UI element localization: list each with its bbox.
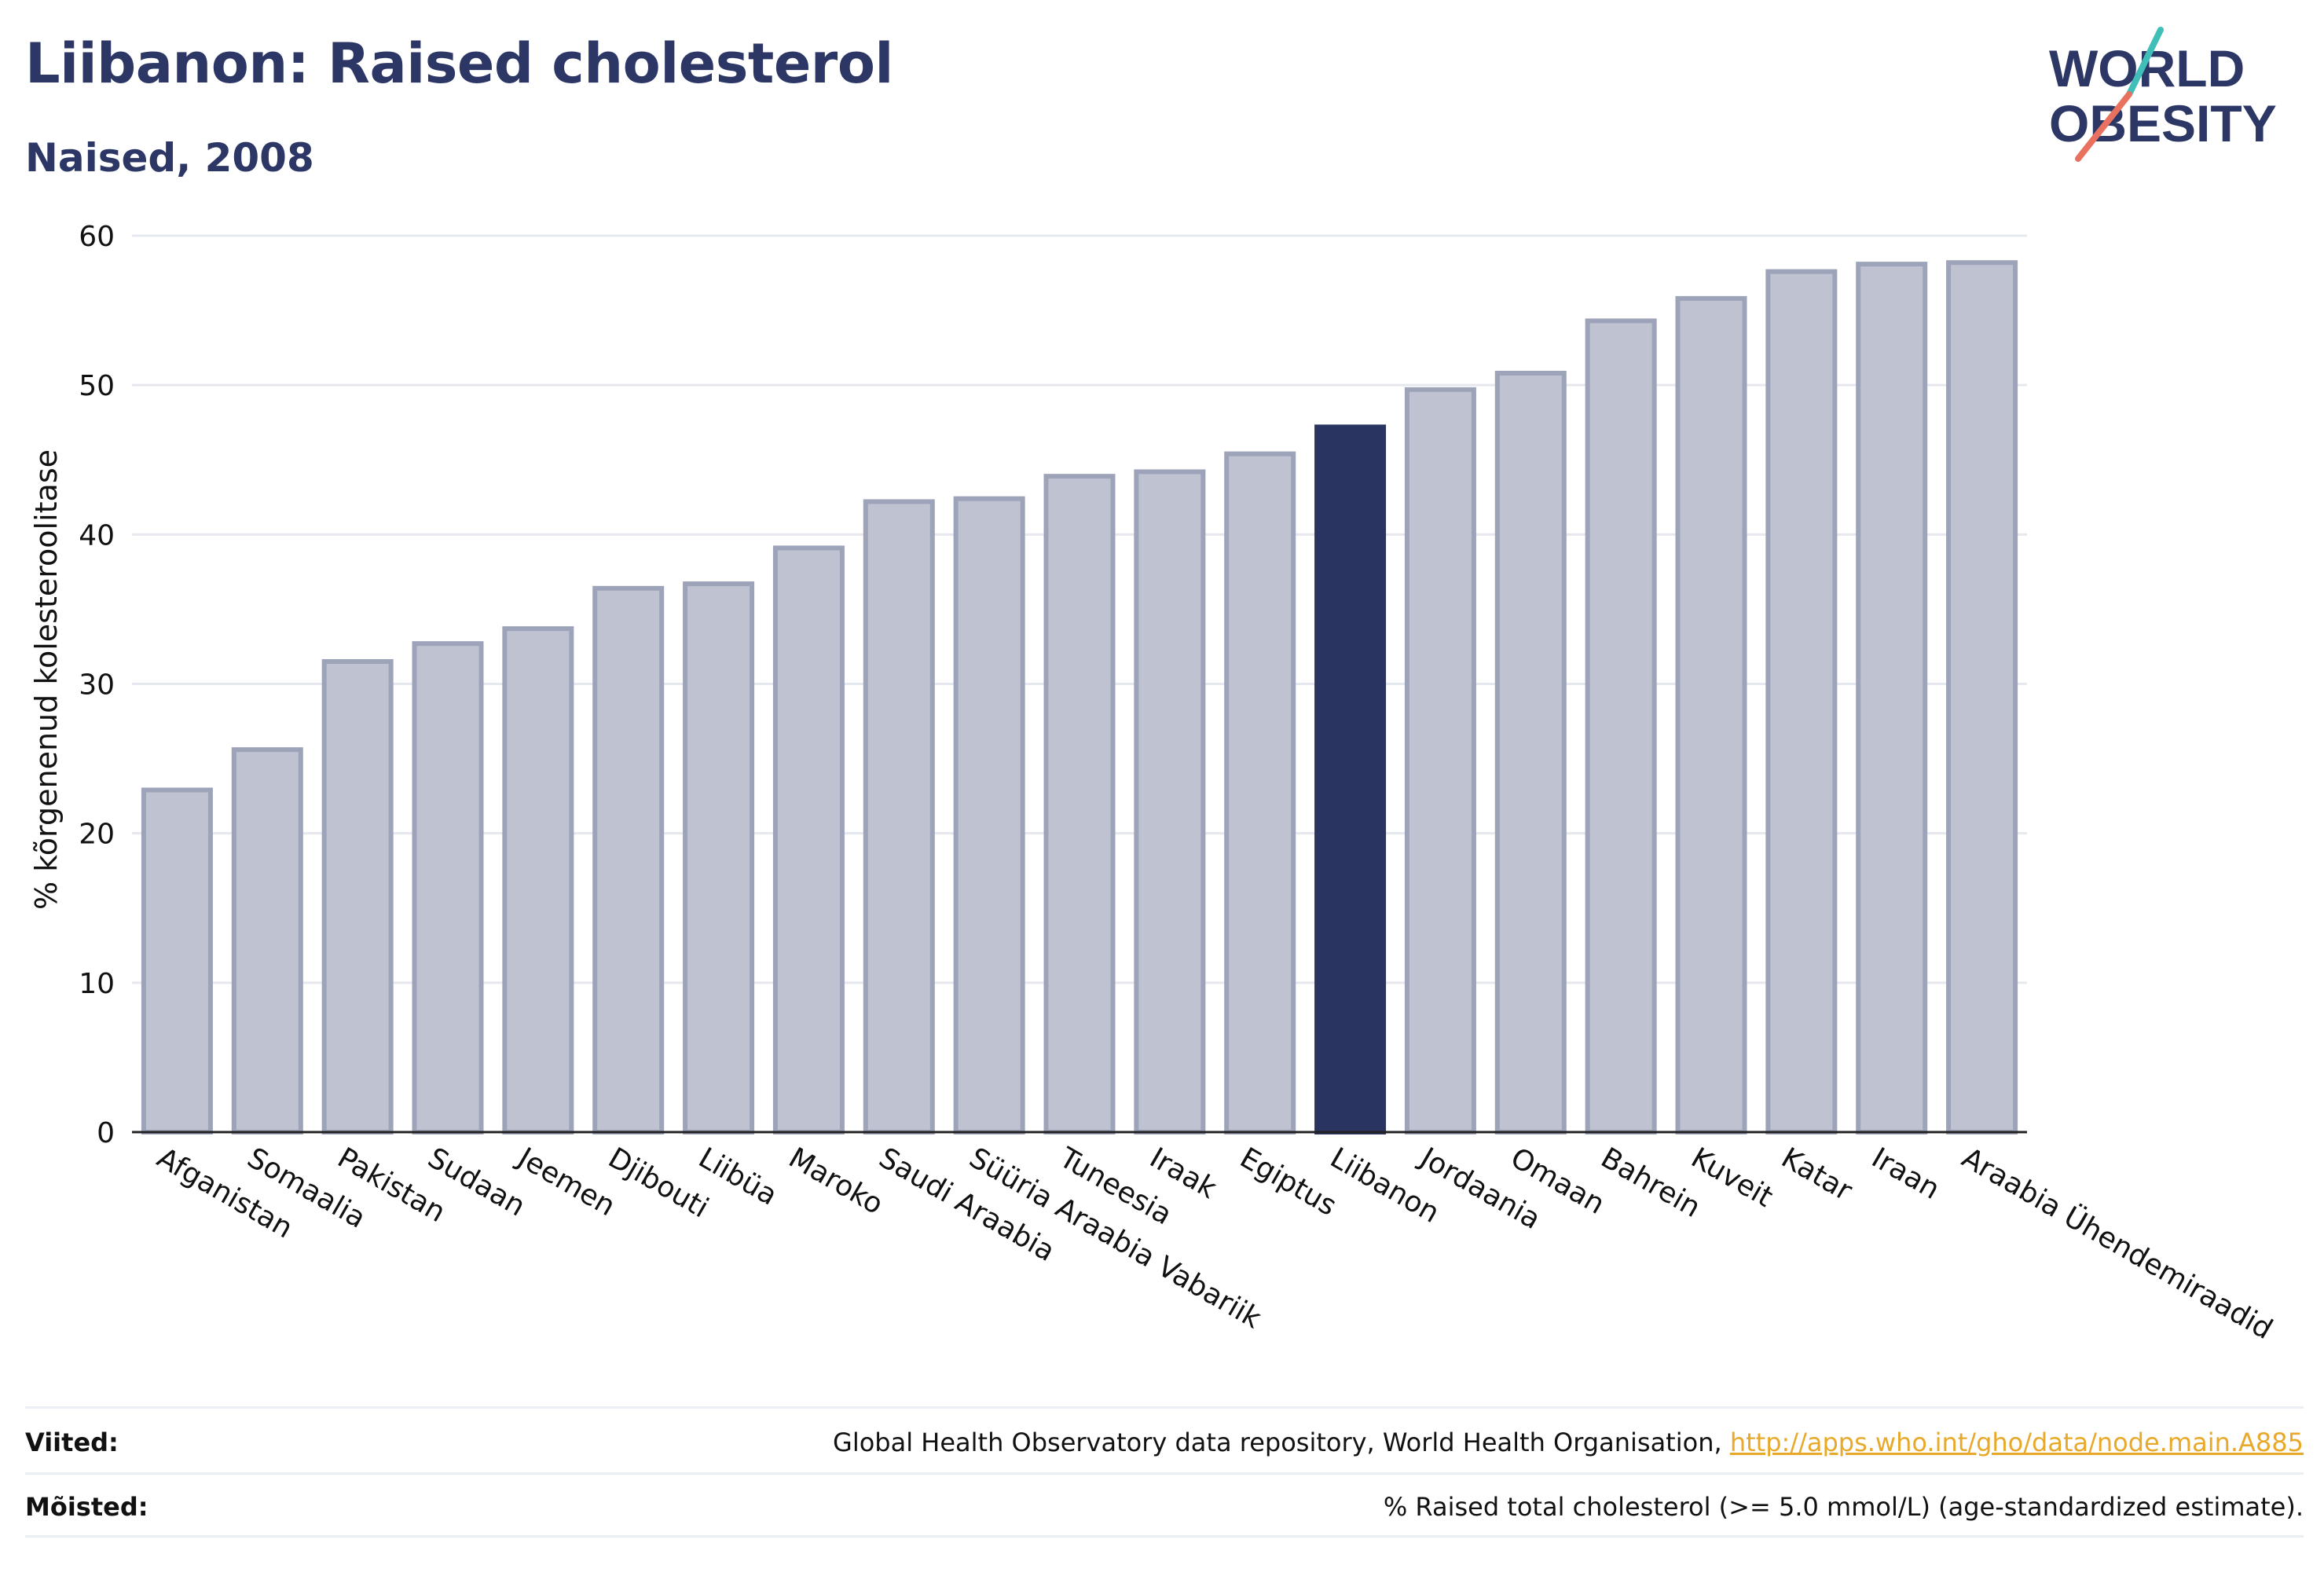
y-axis-label: % kõrgenenud kolesteroolitase	[29, 449, 64, 910]
bar-omaan	[1494, 370, 1567, 1135]
bar-iraak	[1134, 469, 1206, 1134]
x-tick-label: Araabia Ühendemiraadid	[1956, 1141, 2278, 1346]
bar-egiptus	[1224, 451, 1296, 1134]
footer-definitions-row: Mõisted: % Raised total cholesterol (>= …	[25, 1475, 2304, 1538]
x-tick-label: Djibouti	[603, 1142, 713, 1224]
page-subtitle: Naised, 2008	[25, 135, 314, 181]
bar-somaalia	[231, 747, 303, 1134]
bar-jordaania	[1404, 387, 1476, 1135]
footer-divider-bottom	[25, 1535, 2304, 1538]
x-tick-label: Jeemen	[511, 1141, 621, 1222]
bar-jeemen	[502, 626, 574, 1134]
x-tick-label: Iraan	[1866, 1142, 1945, 1206]
logo-slash-teal	[2126, 27, 2164, 97]
world-obesity-logo: WORLD OBESITY	[2049, 27, 2277, 162]
bar-iraan	[1856, 262, 1928, 1134]
x-tick-label: Katar	[1776, 1142, 1857, 1208]
footer-divider-mid	[25, 1472, 2304, 1475]
sources-link[interactable]: http://apps.who.int/gho/data/node.main.A…	[1729, 1428, 2304, 1457]
sources-label: Viited:	[25, 1428, 119, 1457]
x-tick-label: Maroko	[783, 1142, 889, 1221]
bar-liibanon	[1314, 424, 1387, 1134]
bar-sudaan	[412, 641, 484, 1134]
bar-liibüa	[683, 581, 755, 1134]
bar-chart: 0102030405060AfganistanSomaaliaPakistanS…	[29, 221, 2278, 1346]
y-tick-label: 0	[97, 1117, 115, 1149]
sources-text: Global Health Observatory data repositor…	[833, 1428, 1730, 1457]
page-title: Liibanon: Raised cholesterol	[25, 31, 893, 96]
sources-value: Global Health Observatory data repositor…	[833, 1428, 2304, 1457]
logo-text-line1: WORLD	[2049, 39, 2245, 97]
x-tick-label: Bahrein	[1596, 1142, 1706, 1224]
y-tick-label: 60	[79, 221, 115, 253]
y-tick-label: 30	[79, 669, 115, 702]
definitions-value: % Raised total cholesterol (>= 5.0 mmol/…	[1383, 1492, 2304, 1522]
bar-saudi-araabia	[863, 499, 935, 1134]
bar-kuveit	[1675, 295, 1747, 1134]
bar-maroko	[772, 545, 845, 1134]
footer-sources-row: Viited: Global Health Observatory data r…	[25, 1411, 2304, 1474]
bar-tuneesia	[1043, 474, 1116, 1134]
bar-araabia-ühendemiraadid	[1946, 260, 2018, 1135]
definitions-label: Mõisted:	[25, 1492, 148, 1522]
y-tick-label: 50	[79, 370, 115, 402]
logo-slash-coral	[2075, 91, 2132, 162]
bar-katar	[1765, 269, 1838, 1134]
y-tick-label: 10	[79, 968, 115, 1000]
footer-divider-top	[25, 1406, 2304, 1409]
bar-pakistan	[321, 658, 394, 1134]
bar-afganistan	[141, 787, 213, 1134]
y-tick-label: 20	[79, 819, 115, 851]
bars	[141, 260, 2018, 1135]
bar-bahrein	[1585, 318, 1657, 1134]
bar-djibouti	[592, 585, 665, 1134]
y-tick-label: 40	[79, 519, 115, 552]
bar-süüria-araabia-vabariik	[953, 496, 1025, 1134]
x-tick-label: Egiptus	[1234, 1142, 1342, 1222]
